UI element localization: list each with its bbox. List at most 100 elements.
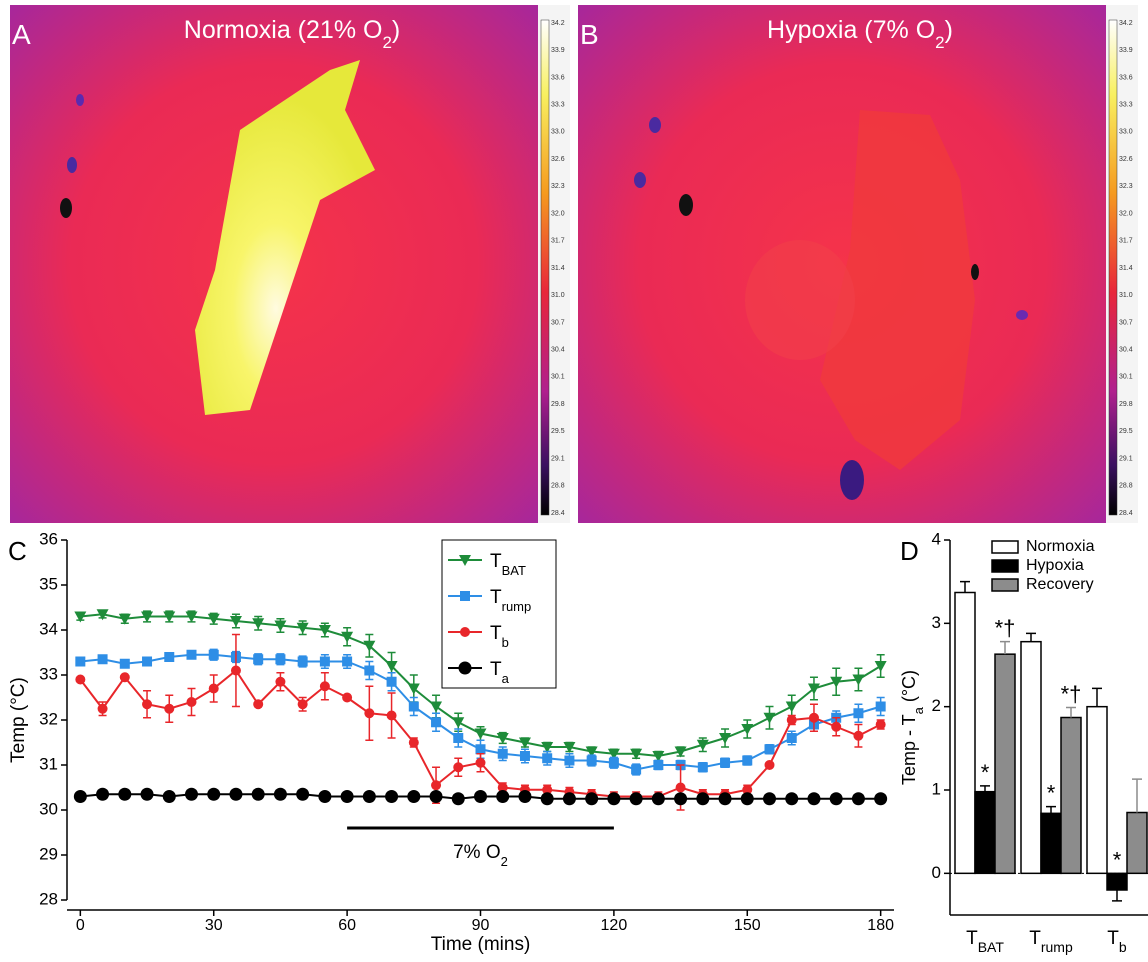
colorbar-label: 30.7	[551, 319, 565, 326]
legend-label: Hypoxia	[1026, 557, 1084, 574]
marker	[75, 656, 86, 667]
text-part: T	[490, 551, 502, 572]
marker	[608, 757, 619, 768]
marker	[453, 762, 464, 773]
marker	[718, 792, 732, 806]
marker	[607, 792, 621, 806]
colorbar-label: 33.6	[1119, 74, 1133, 81]
marker	[651, 792, 665, 806]
marker	[874, 661, 887, 672]
marker	[253, 699, 264, 710]
marker	[208, 649, 219, 660]
colorbar-label: 29.5	[551, 428, 565, 435]
marker	[851, 792, 865, 806]
marker	[518, 737, 531, 749]
marker	[297, 699, 308, 710]
legend-swatch	[991, 578, 1019, 592]
marker	[274, 620, 287, 632]
text-part: Temp - T	[899, 714, 919, 785]
y-tick-label: 31	[39, 754, 58, 773]
subscript: b	[1119, 939, 1127, 955]
thermal-image-b	[578, 5, 1106, 523]
marker	[875, 701, 886, 712]
marker	[141, 611, 154, 623]
error-bar	[1112, 890, 1122, 902]
subscript: a	[502, 671, 510, 686]
marker	[386, 676, 397, 687]
marker	[542, 753, 553, 764]
colorbar-label: 33.6	[551, 74, 565, 81]
marker	[318, 790, 332, 803]
bar	[1020, 640, 1042, 875]
legend-label: Ta	[490, 659, 510, 686]
x-tick-label: 120	[601, 917, 628, 934]
colorbar-label: 32.6	[1119, 156, 1133, 163]
marker	[363, 640, 376, 652]
legend-marker	[460, 627, 470, 637]
legend-marker	[459, 555, 471, 566]
significance-label: *†	[995, 616, 1016, 641]
error-bar	[1026, 632, 1036, 642]
marker	[875, 719, 886, 730]
marker	[763, 712, 776, 724]
panel-label: D	[900, 536, 919, 566]
marker	[742, 784, 753, 795]
subscript: BAT	[502, 563, 526, 578]
bar	[994, 653, 1016, 875]
marker	[342, 656, 353, 667]
marker	[585, 746, 598, 758]
marker	[475, 744, 486, 755]
marker	[431, 717, 442, 728]
colorbar-label: 34.2	[1119, 20, 1133, 27]
marker	[431, 780, 442, 791]
legend-swatch	[991, 540, 1019, 554]
marker	[407, 683, 420, 695]
marker	[740, 792, 754, 806]
colorbar-label: 31.7	[551, 238, 565, 245]
text-part: )	[392, 16, 400, 44]
marker	[874, 792, 888, 806]
marker	[185, 611, 198, 623]
marker	[364, 665, 375, 676]
marker	[96, 787, 110, 801]
marker	[119, 672, 130, 683]
panel-label: B	[580, 19, 599, 50]
marker	[119, 658, 130, 669]
colorbar-label: 30.1	[551, 374, 565, 381]
marker	[785, 701, 798, 713]
marker	[385, 661, 398, 672]
marker	[763, 792, 777, 806]
marker	[497, 782, 508, 793]
bar	[1060, 716, 1082, 875]
marker	[852, 674, 865, 686]
thermal-image-a	[10, 5, 538, 523]
marker	[319, 656, 330, 667]
marker	[808, 712, 819, 723]
legend-label: Tb	[490, 623, 509, 650]
marker	[364, 708, 375, 719]
y-axis-title: Temp (°C)	[8, 677, 29, 763]
marker	[652, 751, 665, 762]
marker	[719, 733, 732, 744]
text-part: T	[966, 928, 978, 949]
y-tick-label: 34	[39, 619, 58, 638]
y-tick-label: 29	[39, 844, 58, 863]
y-tick-label: 3	[932, 613, 941, 632]
marker	[519, 751, 530, 761]
marker	[720, 757, 731, 768]
marker	[742, 755, 753, 766]
marker	[474, 790, 487, 803]
x-axis-title: Time (mins)	[431, 934, 531, 955]
colorbar-label: 30.4	[551, 347, 565, 354]
marker	[386, 710, 397, 721]
marker	[429, 790, 443, 803]
colorbar-label: 33.3	[551, 102, 565, 109]
x-tick-label: 180	[867, 917, 894, 934]
colorbar	[1108, 19, 1118, 516]
marker	[340, 790, 354, 803]
significance-label: *†	[1061, 682, 1082, 707]
significance-label: *	[1113, 847, 1122, 872]
colorbar-label: 31.4	[1119, 265, 1133, 272]
text-part: T	[490, 623, 502, 644]
marker	[97, 703, 108, 714]
